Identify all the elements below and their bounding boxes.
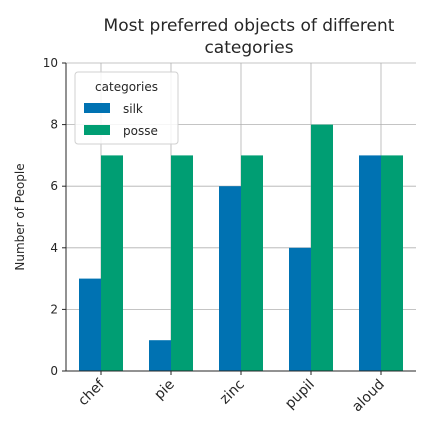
x-axis-ticks: chef pie zinc pupil aloud	[75, 371, 388, 415]
legend-swatch-silk	[84, 103, 110, 113]
chart-title-line-2: categories	[204, 38, 293, 58]
legend-label-posse: posse	[123, 124, 158, 138]
legend: categories silk posse	[74, 71, 179, 145]
bar-posse-zinc	[241, 155, 263, 371]
bar-posse-pie	[171, 155, 193, 371]
x-tick-label-chef: chef	[75, 376, 108, 409]
bar-silk-aloud	[359, 155, 381, 371]
bar-silk-pupil	[289, 247, 311, 371]
x-tick-label-zinc: zinc	[217, 377, 248, 408]
x-tick-label-pupil: pupil	[282, 377, 318, 413]
bar-silk-chef	[79, 278, 101, 371]
y-tick-label: 10	[43, 56, 58, 70]
x-tick-label-pie: pie	[151, 377, 177, 403]
y-axis-label: Number of People	[13, 163, 27, 270]
bar-posse-pupil	[311, 124, 333, 371]
chart-title-line-1: Most preferred objects of different	[104, 16, 395, 36]
y-tick-label: 6	[50, 179, 58, 193]
bar-silk-pie	[149, 340, 171, 371]
chart-title: Most preferred objects of different cate…	[104, 16, 395, 58]
bar-posse-aloud	[381, 155, 403, 371]
y-tick-label: 4	[50, 241, 58, 255]
legend-label-silk: silk	[123, 102, 143, 116]
bars	[79, 124, 403, 371]
x-tick-label-aloud: aloud	[349, 377, 388, 416]
y-tick-label: 8	[50, 118, 58, 132]
bar-silk-zinc	[219, 186, 241, 371]
y-tick-label: 2	[50, 302, 58, 316]
legend-swatch-posse	[84, 125, 110, 135]
legend-title: categories	[95, 80, 158, 94]
y-tick-label: 0	[50, 364, 58, 378]
y-axis-ticks: 0 2 4 6 8 10	[43, 56, 66, 378]
bar-posse-chef	[101, 155, 123, 371]
